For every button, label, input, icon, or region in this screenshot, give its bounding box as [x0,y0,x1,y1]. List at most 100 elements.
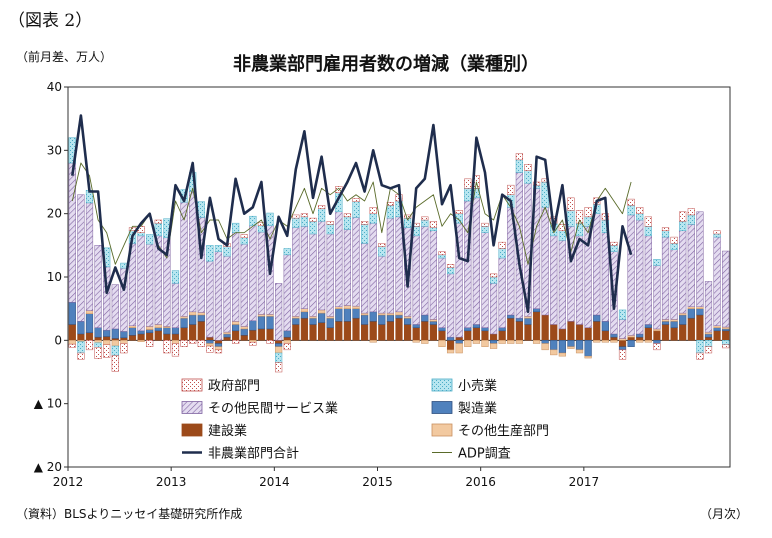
bar-retail [722,340,730,346]
bar-manufacturing [550,340,558,351]
y-tick-label: 40 [47,80,62,94]
bar-construction [636,336,644,341]
bar-manufacturing [386,314,395,322]
bar-manufacturing [154,327,162,332]
bar-retail [197,201,205,218]
bar-other_private_services [636,219,644,335]
bar-other_goods [85,310,94,314]
x-tick-label: 2013 [156,475,187,489]
bar-other_goods [661,319,670,322]
x-tick-label: 2017 [569,475,600,489]
bar-other_goods [120,340,128,344]
bar-construction [257,328,266,341]
bar-construction [128,335,137,341]
bar-construction [610,336,618,341]
bar-construction [515,321,523,341]
bar-manufacturing [171,327,180,335]
bar-manufacturing [481,327,489,332]
bar-construction [180,327,188,341]
bar-government [567,197,575,211]
bar-manufacturing [558,340,566,354]
bar-retail [318,208,326,222]
bar-construction [601,330,609,341]
bar-other_private_services [644,235,652,325]
bar-other_goods [472,340,480,344]
bar-other_private_services [550,235,558,325]
bar-construction [722,330,730,341]
bar-construction [618,340,627,347]
bar-government [704,346,713,354]
bar-construction [661,324,670,341]
bar-government [627,198,635,206]
bar-government [369,207,377,214]
bar-manufacturing [128,327,137,336]
bar-other_goods [550,349,558,356]
bar-construction [154,330,162,341]
bar-manufacturing [438,327,446,332]
legend-label-manufacturing: 製造業 [458,401,497,417]
bar-retail [653,259,661,266]
bar-manufacturing [713,327,721,332]
bar-manufacturing [300,311,309,319]
bar-other_private_services [309,233,317,317]
bar-retail [704,340,713,347]
bar-manufacturing [232,324,240,332]
bar-other_goods [679,312,687,316]
bar-construction [326,327,334,341]
bar-retail [300,216,309,227]
bar-other_goods [627,335,635,338]
bar-manufacturing [601,321,609,332]
bar-construction [550,324,558,341]
bar-government [180,340,188,347]
bar-construction [352,317,360,341]
legend-swatch-other_goods [431,423,453,437]
bar-manufacturing [464,327,472,332]
bar-retail [214,245,223,252]
bar-manufacturing [257,316,266,330]
lines-group [71,114,633,314]
bar-other_goods [240,326,248,330]
bar-other_private_services [386,217,395,314]
legend-label-adp_line: ADP調査 [458,447,511,462]
bar-other_private_services [68,162,76,303]
bar-government [146,340,154,347]
bar-other_private_services [575,235,584,325]
bar-construction [335,321,343,341]
y-tick-label: 20 [47,207,62,221]
bar-manufacturing [180,317,188,328]
bar-retail [670,243,678,251]
bar-manufacturing [378,314,386,325]
bar-other_goods [343,305,352,309]
bar-other_private_services [679,230,687,314]
legend-label-other_private_services: その他民間サービス業 [208,401,338,417]
bar-manufacturing [687,308,695,319]
bar-government [438,251,446,256]
bar-other_private_services [232,232,240,322]
bar-government [214,349,223,354]
legend-swatch-government [181,378,203,392]
bar-manufacturing [275,343,283,347]
bar-other_goods [232,321,240,325]
bar-retail [309,221,317,235]
bar-manufacturing [240,328,248,336]
bar-other_goods [378,312,386,316]
bar-government [696,352,704,360]
bar-government [584,207,592,218]
bar-other_private_services [257,231,266,315]
bar-construction [197,321,205,341]
bar-construction [644,327,652,341]
bar-other_private_services [249,225,257,321]
bar-other_goods [455,343,463,354]
bar-other_private_services [85,202,94,311]
bar-manufacturing [283,330,291,338]
bar-construction [421,321,429,341]
bar-construction [532,311,541,341]
bar-government [481,222,489,227]
bar-retail [283,248,291,256]
bar-manufacturing [567,340,575,347]
bar-construction [696,314,704,341]
bar-other_private_services [146,243,154,327]
bar-other_private_services [94,245,102,328]
bar-construction [438,330,446,341]
bar-government [670,236,678,244]
